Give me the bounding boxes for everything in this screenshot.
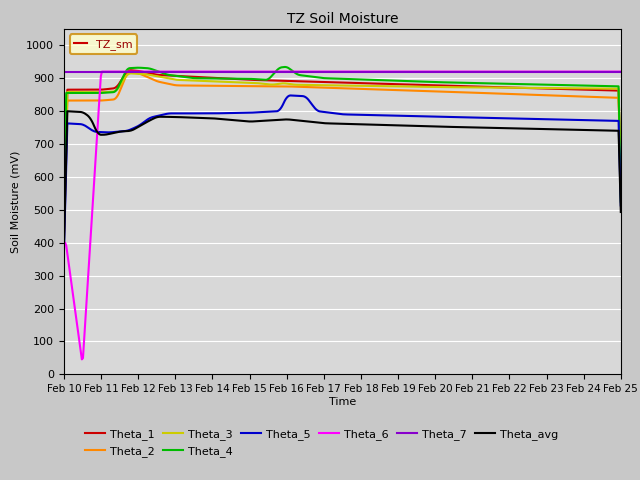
Theta_3 <box>617 181 625 187</box>
Theta_4 <box>362 77 370 83</box>
Theta_2 <box>329 85 337 91</box>
Theta_1 <box>617 182 625 188</box>
Theta_6 <box>78 357 86 362</box>
Theta_4 <box>605 83 612 89</box>
Theta_7 <box>362 69 369 74</box>
Theta_1 <box>329 79 337 85</box>
Line: Theta_6: Theta_6 <box>64 72 621 360</box>
Y-axis label: Soil Moisture (mV): Soil Moisture (mV) <box>11 150 20 253</box>
Theta_avg <box>60 240 68 246</box>
Theta_4 <box>617 199 625 204</box>
Theta_7 <box>60 69 68 74</box>
Theta_4 <box>281 64 289 70</box>
Line: Theta_1: Theta_1 <box>64 70 621 232</box>
Theta_7 <box>604 69 611 74</box>
Line: Theta_2: Theta_2 <box>64 72 621 238</box>
Theta_6 <box>327 69 335 74</box>
Theta_6 <box>60 240 68 246</box>
Line: Theta_4: Theta_4 <box>64 67 621 205</box>
Theta_avg <box>63 108 71 114</box>
Theta_2 <box>326 85 333 91</box>
Theta_5 <box>605 118 612 123</box>
Legend: Theta_1, Theta_2, Theta_3, Theta_4, Theta_5, Theta_6, Theta_7, Theta_avg: Theta_1, Theta_2, Theta_3, Theta_4, Thet… <box>81 425 563 461</box>
Theta_3 <box>329 83 337 88</box>
Theta_5 <box>393 113 401 119</box>
Theta_1 <box>393 81 401 87</box>
Title: TZ Soil Moisture: TZ Soil Moisture <box>287 12 398 26</box>
Theta_1 <box>127 67 135 73</box>
Theta_1 <box>326 79 333 85</box>
Theta_2 <box>605 95 612 100</box>
Theta_avg <box>393 122 401 128</box>
Theta_2 <box>617 187 625 193</box>
Theta_6 <box>394 69 401 74</box>
Theta_avg <box>329 120 337 126</box>
Theta_5 <box>329 110 337 116</box>
Theta_4 <box>329 76 337 82</box>
Theta_4 <box>393 78 401 84</box>
Theta_3 <box>326 83 333 88</box>
Theta_2 <box>393 87 401 93</box>
Theta_3 <box>518 85 525 91</box>
Theta_4 <box>60 203 68 208</box>
Theta_avg <box>362 121 370 127</box>
Theta_avg <box>518 126 525 132</box>
Theta_5 <box>617 203 625 208</box>
Line: Theta_avg: Theta_avg <box>64 111 621 243</box>
Theta_7 <box>324 69 332 74</box>
Theta_2 <box>518 92 525 97</box>
Theta_3 <box>362 83 370 89</box>
Theta_6 <box>98 69 106 74</box>
Theta_7 <box>392 69 399 74</box>
Theta_2 <box>362 86 370 92</box>
Theta_5 <box>60 246 68 252</box>
Theta_5 <box>362 112 370 118</box>
Line: Theta_3: Theta_3 <box>64 73 621 233</box>
X-axis label: Time: Time <box>329 397 356 407</box>
Theta_2 <box>60 235 68 240</box>
Theta_7 <box>617 69 625 74</box>
Theta_2 <box>127 69 135 75</box>
Theta_avg <box>617 209 625 215</box>
Theta_1 <box>518 85 525 91</box>
Theta_3 <box>127 71 135 76</box>
Theta_1 <box>605 87 612 93</box>
Theta_3 <box>605 86 612 92</box>
Theta_4 <box>518 81 525 87</box>
Theta_avg <box>326 120 333 126</box>
Theta_6 <box>330 69 338 74</box>
Theta_avg <box>605 128 612 133</box>
Theta_1 <box>362 81 370 86</box>
Theta_7 <box>516 69 524 74</box>
Theta_4 <box>326 75 333 81</box>
Theta_7 <box>328 69 335 74</box>
Theta_6 <box>606 69 614 74</box>
Theta_6 <box>617 69 625 74</box>
Theta_3 <box>60 230 68 236</box>
Theta_5 <box>518 116 525 121</box>
Theta_3 <box>393 84 401 89</box>
Theta_5 <box>287 93 294 98</box>
Theta_5 <box>326 110 333 116</box>
Theta_6 <box>364 69 371 74</box>
Theta_1 <box>60 229 68 235</box>
Line: Theta_5: Theta_5 <box>64 96 621 249</box>
Theta_6 <box>519 69 527 74</box>
